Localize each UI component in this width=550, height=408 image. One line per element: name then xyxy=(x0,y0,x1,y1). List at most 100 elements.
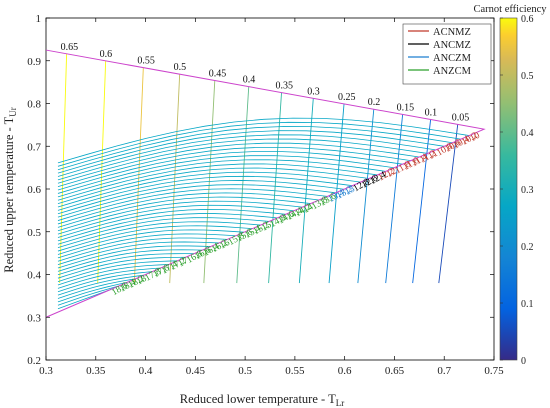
pressure-line xyxy=(57,188,328,221)
pressure-line xyxy=(57,163,378,201)
efficiency-line xyxy=(133,67,144,284)
x-tick-label: 0.55 xyxy=(285,365,305,377)
y-axis-label-main: Reduced upper temperature - T xyxy=(2,116,16,272)
x-axis-label-sub: Lr xyxy=(336,398,345,408)
pressure-line xyxy=(57,209,286,238)
pressure-label: 15 xyxy=(260,220,273,234)
legend-entry: ANZCM xyxy=(433,66,472,77)
pressure-line xyxy=(57,260,178,282)
efficiency-label: 0.4 xyxy=(243,75,256,86)
y-tick-label: 0.7 xyxy=(27,141,41,153)
pressure-line xyxy=(57,138,428,181)
x-tick-label: 0.75 xyxy=(484,365,504,377)
y-tick-label: 0.6 xyxy=(27,184,41,196)
pressure-line xyxy=(57,225,253,252)
efficiency-label: 0.55 xyxy=(137,56,155,67)
y-axis-label-sub: Ur xyxy=(8,107,18,117)
x-tick-label: 0.35 xyxy=(86,365,106,377)
x-tick-label: 0.3 xyxy=(39,365,53,377)
y-tick-label: 0.3 xyxy=(27,312,41,324)
legend: ACNMZ ANCMZ ANCZM ANZCM xyxy=(402,23,492,85)
pressure-line xyxy=(57,184,336,218)
colorbar-tick-label: 0.4 xyxy=(521,128,534,139)
pressure-line xyxy=(57,274,145,296)
efficiency-label: 0.15 xyxy=(397,102,415,113)
efficiency-label: 0.3 xyxy=(307,86,320,97)
colorbar-tick-label: 0 xyxy=(521,356,526,367)
pressure-line xyxy=(57,237,228,262)
pressure-line xyxy=(57,253,195,276)
colorbar-tick-label: 0.1 xyxy=(521,299,534,310)
pressure-line xyxy=(57,159,386,198)
pressure-label: 12 xyxy=(385,166,398,180)
colorbar-title: Carnot efficiency xyxy=(474,4,548,15)
efficiency-label: 0.5 xyxy=(174,62,187,73)
pressure-line xyxy=(57,264,170,286)
pressure-line xyxy=(57,204,295,235)
pressure-line xyxy=(57,241,220,266)
pressure-line xyxy=(57,146,411,188)
pressure-line xyxy=(57,192,320,225)
legend-entry: ACNMZ xyxy=(433,27,471,38)
pressure-line xyxy=(57,229,245,255)
y-tick-label: 0.5 xyxy=(27,227,41,239)
colorbar-tick-label: 0.3 xyxy=(521,185,534,196)
pressure-line xyxy=(57,289,111,310)
pressure-line xyxy=(57,245,211,269)
pressure-line xyxy=(57,278,136,299)
pressure-line xyxy=(57,117,470,164)
efficiency-line xyxy=(298,98,314,284)
pressure-label: 16 xyxy=(219,238,232,252)
efficiency-label: 0.1 xyxy=(425,108,438,119)
pressure-line xyxy=(57,281,128,303)
pressure-line xyxy=(57,126,453,171)
pressure-line xyxy=(57,175,353,211)
efficiency-line xyxy=(438,124,459,284)
pressure-line xyxy=(57,155,395,194)
efficiency-line xyxy=(357,109,375,284)
efficiency-label: 0.2 xyxy=(368,97,381,108)
x-tick-label: 0.6 xyxy=(338,365,352,377)
pressure-label: 13 xyxy=(344,184,357,198)
efficiency-label: 0.35 xyxy=(276,81,294,92)
axes-layer: 0.3 0.35 0.4 0.45 0.5 0.55 0.6 0.65 0.7 0.75 0.2 0.… xyxy=(27,13,504,377)
efficiency-line xyxy=(412,119,432,284)
pressure-line xyxy=(57,130,445,174)
efficiency-line xyxy=(169,74,181,284)
pressure-line xyxy=(57,171,361,208)
pressure-line xyxy=(57,196,311,228)
x-axis-label-main: Reduced lower temperature - T xyxy=(180,392,336,406)
colorbar-tick-label: 0.5 xyxy=(521,71,534,82)
y-tick-label: 1 xyxy=(36,13,42,25)
efficiency-line xyxy=(328,103,345,284)
colorbar-tick-label: 0.6 xyxy=(521,14,534,25)
region-boundary-line xyxy=(45,49,486,318)
x-tick-label: 0.5 xyxy=(238,365,252,377)
x-tick-label: 0.45 xyxy=(186,365,206,377)
y-axis-label: Reduced upper temperature - TUr xyxy=(2,107,18,272)
y-tick-label: 0.9 xyxy=(27,56,41,68)
pressure-line xyxy=(57,151,403,191)
colorbar-tick-label: 0.2 xyxy=(521,242,534,253)
efficiency-label: 0.25 xyxy=(338,92,356,103)
pressure-line xyxy=(57,256,186,279)
pressure-label: 14 xyxy=(302,202,315,216)
colorbar: Carnot efficiency 0 0.1 0.2 0.3 0.4 0.5 0.6 xyxy=(474,4,548,367)
x-axis-label: Reduced lower temperature - TLr xyxy=(180,392,344,408)
x-tick-label: 0.65 xyxy=(385,365,405,377)
efficiency-label: 0.05 xyxy=(452,112,470,123)
efficiency-line xyxy=(385,114,404,284)
pressure-line xyxy=(57,233,236,259)
y-tick-label: 0.4 xyxy=(27,270,41,282)
pressure-line xyxy=(57,285,120,306)
pressure-label: 10 xyxy=(469,131,482,145)
efficiency-label: 0.6 xyxy=(100,49,113,60)
pressure-line xyxy=(57,249,203,272)
pressure-label: 18 xyxy=(135,274,148,288)
y-tick-label: 0.8 xyxy=(27,99,41,111)
legend-entry: ANCMZ xyxy=(433,40,471,51)
pressure-line xyxy=(57,217,270,245)
pressure-line xyxy=(57,267,161,289)
pressure-line xyxy=(57,200,303,232)
